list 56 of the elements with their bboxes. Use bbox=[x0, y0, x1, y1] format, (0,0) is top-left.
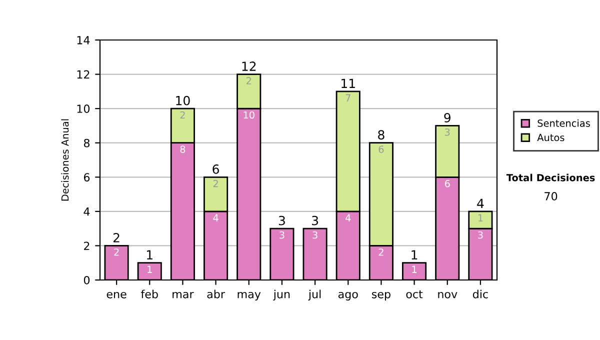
data-label: 3 bbox=[478, 231, 483, 239]
total-label: 6 bbox=[212, 164, 219, 174]
data-label: 1 bbox=[412, 266, 416, 273]
x-tick-label: feb bbox=[140, 290, 158, 298]
data-label: 4 bbox=[213, 214, 218, 222]
data-label: 2 bbox=[246, 77, 251, 84]
y-tick-label: 4 bbox=[84, 208, 90, 216]
data-label: 4 bbox=[346, 214, 351, 222]
total-label: 12 bbox=[242, 62, 256, 71]
data-label: 2 bbox=[180, 111, 185, 119]
total-label: 10 bbox=[176, 96, 190, 106]
data-label: 2 bbox=[378, 248, 384, 256]
y-tick-label: 12 bbox=[77, 70, 90, 79]
data-label: 6 bbox=[444, 180, 450, 188]
y-tick-label: 6 bbox=[84, 173, 90, 182]
x-tick-label: dic bbox=[472, 290, 488, 298]
total-label: 1 bbox=[147, 250, 152, 260]
total-label: 3 bbox=[312, 216, 318, 226]
legend-label: Autos bbox=[537, 134, 564, 142]
y-tick-label: 0 bbox=[84, 276, 90, 284]
y-axis-title: Decisiones Anual bbox=[61, 119, 69, 201]
total-label: 2 bbox=[113, 232, 120, 242]
total-label: 9 bbox=[444, 112, 450, 122]
x-tick-label: nov bbox=[438, 292, 458, 298]
total-label: 3 bbox=[278, 216, 285, 226]
y-tick-label: 2 bbox=[84, 242, 90, 250]
x-tick-label: jun bbox=[273, 290, 290, 300]
y-tick-label: 10 bbox=[77, 104, 90, 113]
data-label: 3 bbox=[445, 128, 450, 136]
data-label: 7 bbox=[346, 94, 350, 102]
x-tick-label: may bbox=[238, 292, 261, 300]
data-label: 1 bbox=[478, 214, 483, 222]
data-label: 10 bbox=[244, 111, 254, 119]
x-tick-label: mar bbox=[172, 292, 194, 298]
total-label: 11 bbox=[342, 78, 355, 88]
text: 70 bbox=[544, 192, 558, 200]
x-tick-label: abr bbox=[207, 290, 226, 298]
legend-label: Sentencias bbox=[538, 119, 590, 127]
x-tick-label: ene bbox=[106, 292, 126, 298]
data-label: 3 bbox=[280, 231, 284, 239]
total-label: 1 bbox=[412, 250, 418, 260]
text: Total Decisiones bbox=[506, 174, 595, 182]
y-tick-label: 14 bbox=[77, 36, 90, 44]
total-label: 8 bbox=[378, 130, 384, 140]
data-label: 2 bbox=[114, 248, 119, 256]
data-label: 8 bbox=[180, 146, 186, 153]
data-label: 2 bbox=[213, 180, 218, 188]
x-tick-label: sep bbox=[372, 292, 390, 300]
data-label: 3 bbox=[312, 231, 318, 239]
data-label: 1 bbox=[148, 266, 152, 273]
x-tick-label: jul bbox=[308, 290, 321, 300]
total-label: 4 bbox=[477, 198, 484, 208]
data-label: 6 bbox=[378, 146, 384, 153]
y-tick-label: 8 bbox=[84, 138, 90, 148]
x-tick-label: oct bbox=[406, 290, 423, 298]
x-tick-label: ago bbox=[338, 292, 358, 300]
